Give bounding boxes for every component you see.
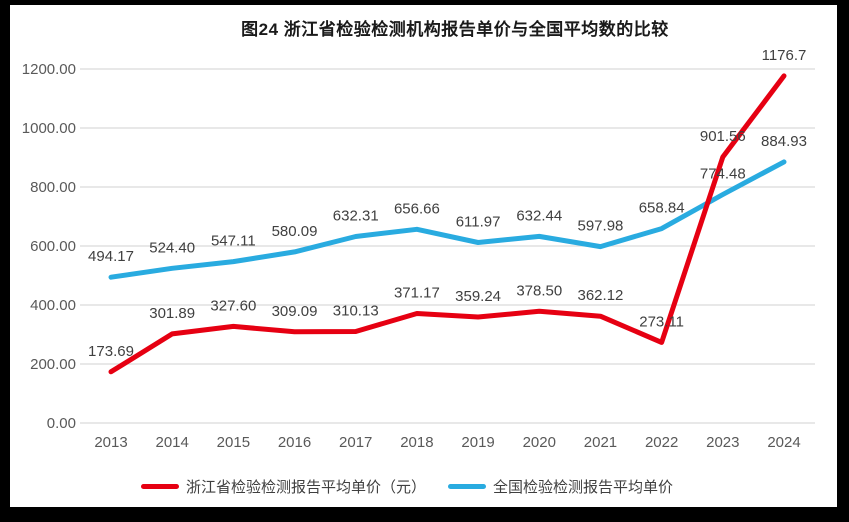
chart-title: 图24 浙江省检验检测机构报告单价与全国平均数的比较 <box>241 20 669 39</box>
y-tick-label: 600.00 <box>30 238 76 255</box>
x-tick-label: 2019 <box>461 434 494 451</box>
legend-item-national: 全国检验检测报告平均单价 <box>448 476 673 497</box>
x-tick-label: 2015 <box>217 434 250 451</box>
legend-item-zhejiang: 浙江省检验检测报告平均单价（元） <box>141 476 426 497</box>
data-label: 632.44 <box>516 207 562 224</box>
y-tick-label: 400.00 <box>30 297 76 314</box>
x-tick-label: 2021 <box>584 434 617 451</box>
data-label: 547.11 <box>211 233 256 250</box>
x-tick-label: 2023 <box>706 434 739 451</box>
x-tick-label: 2017 <box>339 434 372 451</box>
data-label: 362.12 <box>578 287 624 304</box>
x-tick-label: 2018 <box>400 434 433 451</box>
data-label: 656.66 <box>394 200 440 217</box>
y-tick-label: 800.00 <box>30 179 76 196</box>
data-label: 327.60 <box>210 297 256 314</box>
data-label: 310.13 <box>333 303 379 320</box>
data-label: 774.48 <box>700 166 746 183</box>
data-label: 580.09 <box>272 223 318 240</box>
legend-label-zhejiang: 浙江省检验检测报告平均单价（元） <box>186 479 427 496</box>
series-line-zhejiang <box>108 73 787 375</box>
data-label: 884.93 <box>761 133 807 150</box>
data-label: 371.17 <box>394 285 440 302</box>
x-tick-label: 2016 <box>278 434 311 451</box>
data-label: 632.31 <box>333 207 379 224</box>
data-label: 173.69 <box>88 343 134 360</box>
data-label: 378.50 <box>516 282 562 299</box>
data-label: 494.17 <box>88 248 134 265</box>
x-tick-label: 2020 <box>523 434 556 451</box>
y-tick-label: 1200.00 <box>22 61 76 78</box>
chart-panel: 图24 浙江省检验检测机构报告单价与全国平均数的比较 0.00 200.00 400… <box>10 5 837 507</box>
data-label: 301.89 <box>149 305 195 322</box>
y-tick-label: 0.00 <box>47 415 76 432</box>
legend-label-national: 全国检验检测报告平均单价 <box>493 479 674 496</box>
data-label: 597.98 <box>578 218 624 235</box>
data-label: 1176.7 <box>762 47 807 64</box>
data-label: 524.40 <box>149 239 195 256</box>
x-tick-label: 2013 <box>94 434 127 451</box>
series-line-national <box>108 159 787 280</box>
data-label: 273.11 <box>639 313 684 330</box>
legend: 浙江省检验检测报告平均单价（元） 全国检验检测报告平均单价 <box>141 476 673 497</box>
x-tick-label: 2014 <box>155 434 188 451</box>
x-tick-label: 2022 <box>645 434 678 451</box>
x-tick-label: 2024 <box>767 434 800 451</box>
y-tick-label: 1000.00 <box>22 120 76 137</box>
data-label: 658.84 <box>639 200 685 217</box>
zhejiang-series-line-icon <box>141 484 179 489</box>
data-label: 359.24 <box>455 288 501 305</box>
y-tick-label: 200.00 <box>30 356 76 373</box>
data-label: 611.97 <box>456 213 501 230</box>
data-label: 901.56 <box>700 128 746 145</box>
data-label: 309.09 <box>272 303 318 320</box>
chart-canvas: 0.00 200.00 400.00 600.00 800.00 1000.00 1200.… <box>22 47 815 451</box>
national-series-line-icon <box>448 484 487 489</box>
